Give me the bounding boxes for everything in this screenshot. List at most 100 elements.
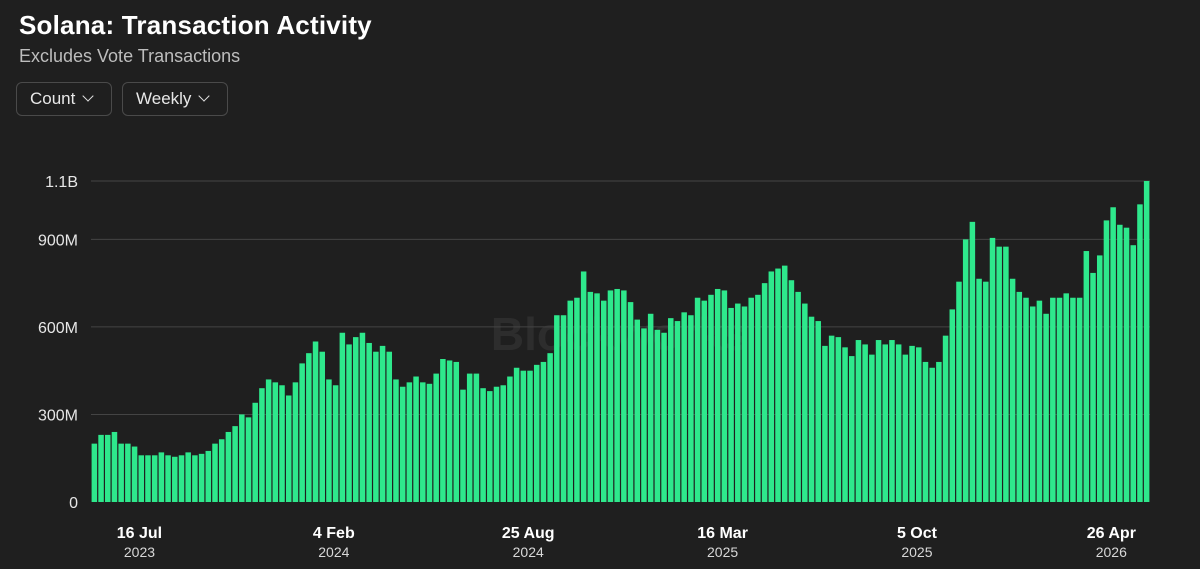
bar[interactable] [239,414,245,502]
bar[interactable] [198,453,205,502]
bar[interactable] [192,455,198,502]
bar[interactable] [379,345,386,502]
bar[interactable] [594,293,600,502]
bar[interactable] [480,388,486,502]
bar[interactable] [165,455,171,502]
bar[interactable] [118,443,124,502]
bar[interactable] [674,321,681,502]
bar[interactable] [420,382,426,502]
bar[interactable] [172,456,178,502]
bar[interactable] [627,302,634,502]
bar[interactable] [91,443,98,502]
bar[interactable] [956,281,962,502]
bar[interactable] [1050,297,1056,502]
bar[interactable] [292,382,299,502]
bar[interactable] [1023,297,1029,502]
bar[interactable] [875,340,882,502]
bar[interactable] [929,367,935,502]
bar[interactable] [507,376,513,502]
bar[interactable] [942,335,949,502]
bar[interactable] [131,446,138,502]
bar[interactable] [1083,251,1090,502]
bar[interactable] [306,353,312,502]
bar[interactable] [500,385,506,502]
bar[interactable] [205,450,212,502]
bar[interactable] [681,312,687,502]
bar[interactable] [245,417,252,502]
bar[interactable] [1090,272,1096,502]
bar[interactable] [158,452,165,502]
bar[interactable] [976,278,982,502]
bar[interactable] [138,455,145,502]
bar[interactable] [621,290,627,502]
bar[interactable] [647,313,654,502]
bar[interactable] [1043,313,1049,502]
bar[interactable] [319,351,325,502]
bar[interactable] [862,344,868,502]
bar[interactable] [1130,245,1137,502]
bar[interactable] [218,439,225,502]
bar[interactable] [393,379,399,502]
bar[interactable] [922,361,929,502]
bar[interactable] [533,364,540,502]
bar[interactable] [440,359,446,502]
bar[interactable] [105,434,111,502]
bar[interactable] [1029,306,1036,502]
bar[interactable] [822,345,828,502]
bar[interactable] [996,246,1002,502]
bar[interactable] [353,337,359,502]
bar[interactable] [125,443,131,502]
bar[interactable] [1137,204,1143,502]
bar[interactable] [882,344,889,502]
bar[interactable] [835,337,842,502]
bar[interactable] [540,361,547,502]
bar[interactable] [1117,224,1123,502]
bar[interactable] [741,306,748,502]
bar[interactable] [252,402,258,502]
bar[interactable] [962,239,969,503]
bar[interactable] [473,373,480,502]
bar[interactable] [406,382,413,502]
bar[interactable] [279,385,285,502]
bar[interactable] [326,379,332,502]
bar[interactable] [111,431,118,502]
bar[interactable] [983,281,989,502]
bar[interactable] [701,300,708,502]
bar[interactable] [788,280,795,502]
bar[interactable] [567,300,573,502]
bar[interactable] [654,329,661,502]
bar[interactable] [1076,297,1083,502]
bar[interactable] [1143,181,1150,502]
bar[interactable] [735,303,741,502]
bar[interactable] [1103,220,1110,502]
bar[interactable] [413,376,419,502]
bar[interactable] [895,344,902,502]
bar[interactable] [949,309,956,502]
bar[interactable] [460,389,466,502]
bar[interactable] [828,335,835,502]
bar[interactable] [748,297,754,502]
bar[interactable] [1063,293,1069,502]
bar[interactable] [1096,255,1103,502]
bar[interactable] [714,288,721,502]
bar[interactable] [554,315,560,502]
bar[interactable] [775,268,781,502]
bar[interactable] [668,318,674,502]
bar[interactable] [587,291,594,502]
bar[interactable] [1056,297,1063,502]
bar[interactable] [547,353,553,502]
bar[interactable] [366,342,372,502]
bar[interactable] [332,385,339,502]
bar[interactable] [520,370,527,502]
bar[interactable] [781,265,788,502]
bar[interactable] [916,347,922,502]
bar[interactable] [728,307,734,502]
bar[interactable] [869,354,875,502]
bar[interactable] [1110,207,1116,502]
bar[interactable] [212,443,218,502]
bar[interactable] [721,290,728,502]
bar[interactable] [795,291,801,502]
bar[interactable] [232,426,238,502]
bar[interactable] [815,321,821,502]
bar[interactable] [989,237,996,502]
